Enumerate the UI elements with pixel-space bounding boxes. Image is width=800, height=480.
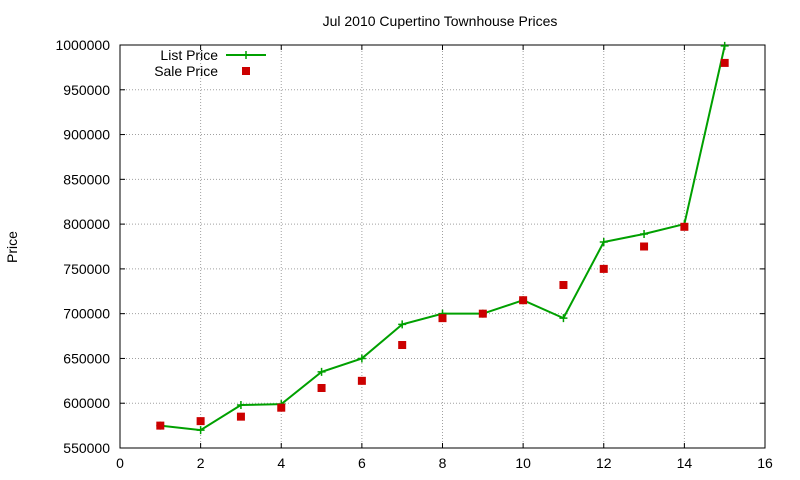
chart-title: Jul 2010 Cupertino Townhouse Prices [323,13,558,29]
x-tick-label: 6 [358,455,366,471]
list-price-point [720,41,729,50]
sale-price-point [640,242,649,251]
y-tick-label: 700000 [63,306,110,322]
list-price-point [640,229,649,238]
sale-price-point [680,222,689,231]
grid [120,45,765,448]
list-price-point [196,426,205,435]
list-price-point [236,401,245,410]
sale-price-point [720,58,729,67]
x-tick-label: 10 [515,455,531,471]
sale-price-point [236,412,245,421]
sale-price-point [478,309,487,318]
legend-label: List Price [160,47,218,63]
y-axis-label: Price [4,231,20,263]
sale-price-point [317,383,326,392]
sale-price-point [156,421,165,430]
x-tick-label: 16 [757,455,773,471]
list-price-point [357,354,366,363]
x-tick-label: 14 [677,455,693,471]
series-sale-price [156,58,729,430]
axis-ticks: 0 2 4 6 8 10 12 14 16 550000 600000 650000 700000 750… [55,37,773,471]
x-tick-label: 12 [596,455,612,471]
y-tick-label: 550000 [63,440,110,456]
x-tick-label: 8 [439,455,447,471]
y-tick-label: 750000 [63,261,110,277]
y-tick-label: 950000 [63,82,110,98]
sale-price-point [357,376,366,385]
y-tick-label: 800000 [63,216,110,232]
y-tick-label: 650000 [63,350,110,366]
x-tick-label: 2 [197,455,205,471]
sale-price-point [438,314,447,323]
legend-swatch-marker [242,51,250,59]
sale-price-point [196,417,205,426]
legend-swatch-marker [242,67,250,75]
sale-price-point [599,264,608,273]
sale-price-point [398,341,407,350]
sale-price-point [559,281,568,290]
list-price-point [559,314,568,323]
list-price-point [398,320,407,329]
list-price-point [317,367,326,376]
list-price-point [599,238,608,247]
y-tick-label: 900000 [63,127,110,143]
y-tick-label: 600000 [63,395,110,411]
x-tick-label: 0 [116,455,124,471]
sale-price-point [277,403,286,412]
series-layer [156,41,729,435]
legend-label: Sale Price [154,63,218,79]
y-tick-label: 1000000 [55,37,110,53]
sale-price-point [519,296,528,305]
x-tick-label: 4 [277,455,285,471]
y-tick-label: 850000 [63,171,110,187]
